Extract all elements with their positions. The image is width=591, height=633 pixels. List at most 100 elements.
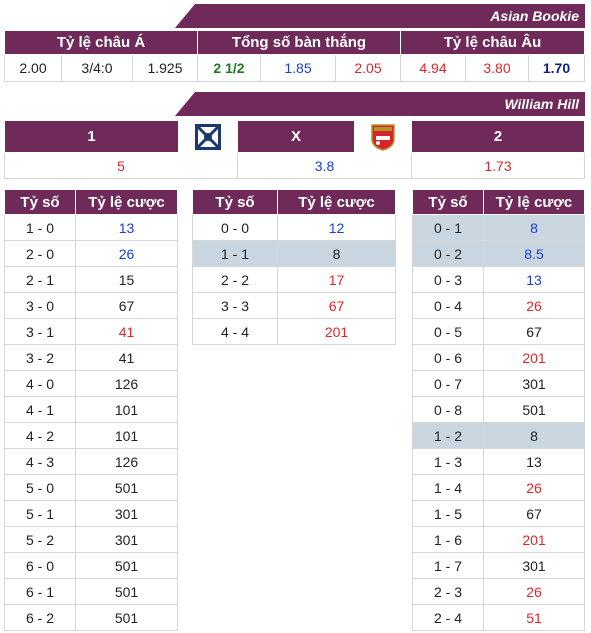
score-row: 2 - 4 51 [412, 604, 585, 631]
score-row: 6 - 2 501 [4, 604, 178, 631]
score-row: 0 - 2 8.5 [412, 240, 585, 267]
score-cell: 0 - 8 [412, 396, 484, 423]
score-cell: 3 - 2 [4, 344, 76, 371]
odds-cell: 301 [75, 526, 178, 553]
odds-cell: 101 [75, 422, 178, 449]
col-odds-header: Tỷ lệ cược [483, 189, 585, 215]
william-hill-title: William Hill [504, 96, 579, 112]
score-row: 0 - 7 301 [412, 370, 585, 397]
william-hill-table: 1 X 2 5 3.8 1.73 [4, 120, 585, 179]
score-row: 4 - 0 126 [4, 370, 178, 397]
odds-cell: 13 [483, 266, 585, 293]
asian-bookie-title: Asian Bookie [490, 8, 579, 24]
col-odds-header: Tỷ lệ cược [277, 189, 396, 215]
score-row: 0 - 6 201 [412, 344, 585, 371]
score-row: 3 - 1 41 [4, 318, 178, 345]
total-goals-header: Tổng số bàn thắng [197, 30, 401, 55]
asian-away-odds: 1.925 [132, 54, 198, 82]
score-cell: 0 - 5 [412, 318, 484, 345]
score-cell: 1 - 4 [412, 474, 484, 501]
odds-cell: 501 [75, 474, 178, 501]
odds-cell: 501 [483, 396, 585, 423]
score-row: 1 - 5 67 [412, 500, 585, 527]
score-row: 1 - 7 301 [412, 552, 585, 579]
score-cell: 4 - 0 [4, 370, 76, 397]
score-cell: 0 - 0 [192, 214, 278, 241]
west-brom-crest-icon [195, 123, 221, 150]
odds-cell: 67 [277, 292, 396, 319]
draw-header: X [237, 120, 355, 153]
odds-cell: 26 [483, 292, 585, 319]
score-cell: 0 - 1 [412, 214, 484, 241]
score-row: 0 - 0 12 [192, 214, 396, 241]
home-team-logo [178, 120, 238, 153]
score-row: 0 - 8 501 [412, 396, 585, 423]
score-cell: 5 - 0 [4, 474, 76, 501]
odds-cell: 301 [483, 552, 585, 579]
odds-cell: 201 [483, 526, 585, 553]
score-cell: 0 - 3 [412, 266, 484, 293]
home-win-header: 1 [4, 120, 179, 153]
score-cell: 6 - 1 [4, 578, 76, 605]
asian-bookie-table: Tỷ lệ châu Á Tổng số bàn thắng Tỷ lệ châ… [4, 30, 585, 82]
score-cell: 3 - 0 [4, 292, 76, 319]
score-row: 4 - 1 101 [4, 396, 178, 423]
odds-cell: 8 [277, 240, 396, 267]
score-row: 5 - 2 301 [4, 526, 178, 553]
odds-cell: 201 [277, 318, 396, 345]
score-cell: 4 - 1 [4, 396, 76, 423]
arsenal-crest-icon [371, 123, 395, 151]
score-row: 4 - 2 101 [4, 422, 178, 449]
score-row: 3 - 0 67 [4, 292, 178, 319]
score-row: 3 - 2 41 [4, 344, 178, 371]
odds-cell: 8 [483, 214, 585, 241]
odds-cell: 126 [75, 370, 178, 397]
score-cell: 1 - 3 [412, 448, 484, 475]
william-hill-banner: William Hill [175, 92, 585, 116]
odds-cell: 301 [75, 500, 178, 527]
odds-cell: 26 [483, 474, 585, 501]
odds-cell: 51 [483, 604, 585, 631]
away-team-logo [354, 120, 412, 153]
odds-cell: 67 [75, 292, 178, 319]
odds-cell: 41 [75, 318, 178, 345]
score-row: 2 - 1 15 [4, 266, 178, 293]
score-cell: 3 - 3 [192, 292, 278, 319]
score-cell: 3 - 1 [4, 318, 76, 345]
score-cell: 5 - 1 [4, 500, 76, 527]
odds-cell: 501 [75, 578, 178, 605]
draw-odds: 3.8 [237, 152, 412, 179]
col-score-header: Tỷ số [412, 189, 484, 215]
odds-cell: 15 [75, 266, 178, 293]
euro-home-odds: 4.94 [400, 54, 466, 82]
score-row: 2 - 0 26 [4, 240, 178, 267]
away-win-odds: 1.73 [411, 152, 585, 179]
score-row: 0 - 4 26 [412, 292, 585, 319]
asian-home-odds: 2.00 [4, 54, 62, 82]
score-row: 4 - 4 201 [192, 318, 396, 345]
score-cell: 1 - 1 [192, 240, 278, 267]
odds-cell: 301 [483, 370, 585, 397]
odds-cell: 13 [483, 448, 585, 475]
score-cell: 4 - 3 [4, 448, 76, 475]
home-win-odds: 5 [4, 152, 238, 179]
score-cell: 1 - 6 [412, 526, 484, 553]
score-row: 6 - 0 501 [4, 552, 178, 579]
score-row: 2 - 2 17 [192, 266, 396, 293]
score-cell: 1 - 7 [412, 552, 484, 579]
away-win-header: 2 [411, 120, 585, 153]
score-cell: 6 - 2 [4, 604, 76, 631]
score-row: 0 - 5 67 [412, 318, 585, 345]
score-row: 1 - 3 13 [412, 448, 585, 475]
asian-bookie-banner: Asian Bookie [175, 4, 585, 28]
col-odds-header: Tỷ lệ cược [75, 189, 178, 215]
score-cell: 2 - 3 [412, 578, 484, 605]
score-row: 0 - 3 13 [412, 266, 585, 293]
total-over-odds: 1.85 [260, 54, 336, 82]
score-cell: 1 - 5 [412, 500, 484, 527]
score-cell: 5 - 2 [4, 526, 76, 553]
score-cell: 1 - 2 [412, 422, 484, 449]
